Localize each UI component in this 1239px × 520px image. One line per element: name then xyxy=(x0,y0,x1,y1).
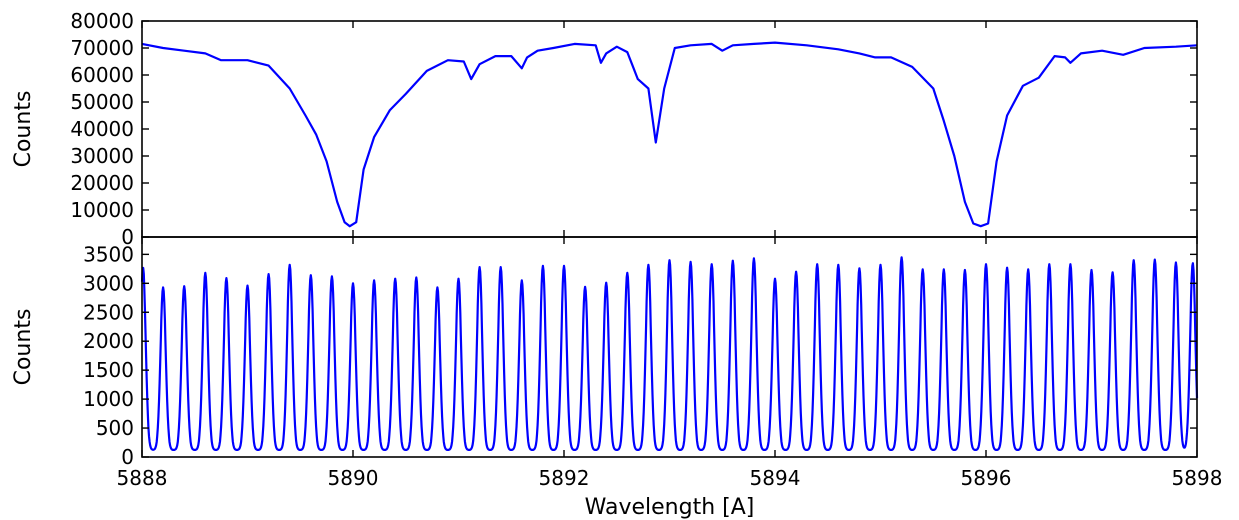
top-y-tick-label: 80000 xyxy=(70,9,134,33)
top-axes-frame xyxy=(141,20,1198,238)
bottom-y-tick-label: 0 xyxy=(121,445,134,469)
bottom-x-tick-label: 5898 xyxy=(1172,466,1223,490)
bottom-x-tick-label: 5892 xyxy=(539,466,590,490)
top-y-tick-label: 20000 xyxy=(70,171,134,195)
top-y-axis-label: Counts xyxy=(11,91,36,168)
top-series-line xyxy=(141,41,1198,228)
top-y-tick-label: 10000 xyxy=(70,198,134,222)
top-y-tick-label: 30000 xyxy=(70,144,134,168)
bottom-panel-comb: 0 500 1000 1500 2000 2500 3000 3500 5888 5890 5892… xyxy=(11,236,1223,520)
bottom-y-tick-label: 2500 xyxy=(83,300,134,324)
bottom-y-tick-label: 3000 xyxy=(83,271,134,295)
bottom-y-tick-label: 1000 xyxy=(83,387,134,411)
top-y-tick-label: 0 xyxy=(121,225,134,249)
top-panel-spectrum: 0 10000 20000 30000 40000 50000 60000 70000 8000… xyxy=(11,9,1198,249)
bottom-x-tick-label: 5896 xyxy=(961,466,1012,490)
bottom-x-tick-label: 5894 xyxy=(750,466,801,490)
top-y-tick-label: 70000 xyxy=(70,36,134,60)
bottom-series-line xyxy=(140,256,1199,451)
bottom-y-tick-label: 1500 xyxy=(83,358,134,382)
bottom-y-tick-label: 500 xyxy=(96,416,134,440)
bottom-x-tick-label: 5890 xyxy=(328,466,379,490)
bottom-axes-frame xyxy=(141,236,1198,458)
bottom-y-axis-label: Counts xyxy=(11,309,36,386)
bottom-y-tick-label: 3500 xyxy=(83,242,134,266)
top-y-tick-label: 40000 xyxy=(70,117,134,141)
top-y-tick-label: 60000 xyxy=(70,63,134,87)
x-axis-label: Wavelength [A] xyxy=(585,495,755,520)
bottom-y-tick-label: 2000 xyxy=(83,329,134,353)
top-y-tick-label: 50000 xyxy=(70,90,134,114)
bottom-x-tick-label: 5888 xyxy=(117,466,168,490)
